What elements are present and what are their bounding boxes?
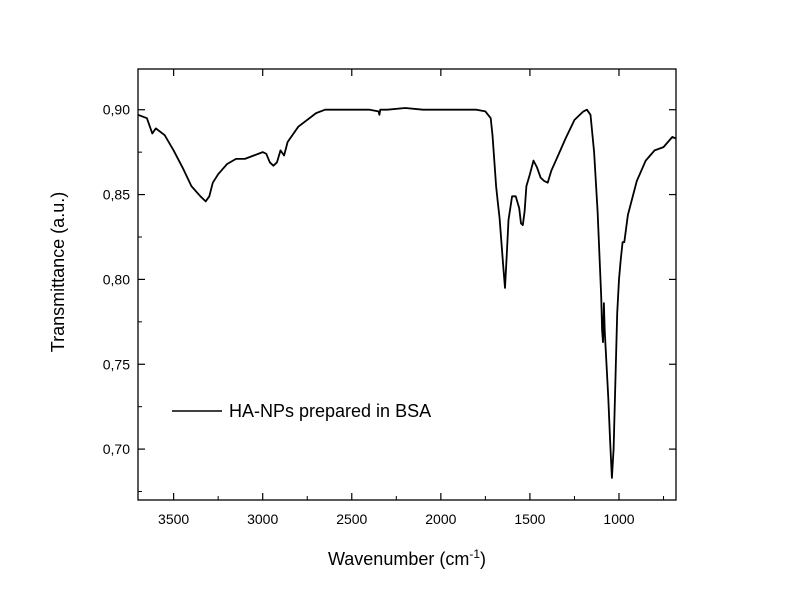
x-axis-title-main: Wavenumber (cm [328, 549, 469, 569]
legend-label: HA-NPs prepared in BSA [229, 401, 431, 421]
x-tick-label: 1500 [514, 511, 545, 527]
plot-area [137, 68, 677, 501]
x-tick-label: 2000 [425, 511, 456, 527]
series-layer [137, 107, 677, 479]
x-axis-title-sup: -1 [469, 547, 480, 561]
y-tick-label: 0,70 [103, 441, 130, 457]
y-tick-label: 0,85 [103, 187, 130, 203]
x-axis-ticks: 3500 3000 2500 2000 1500 1000 [158, 69, 665, 527]
y-tick-label: 0,75 [103, 356, 130, 372]
y-axis-ticks: 0,70 0,75 0,80 0,85 0,90 [103, 102, 676, 493]
x-tick-label: 1000 [603, 511, 634, 527]
x-axis-title-end: ) [480, 549, 486, 569]
x-tick-label: 3000 [247, 511, 278, 527]
x-axis-title: Wavenumber (cm-1) [328, 547, 486, 569]
x-tick-label: 3500 [158, 511, 189, 527]
series-line-0 [137, 107, 677, 479]
y-tick-label: 0,80 [103, 271, 130, 287]
x-tick-label: 2500 [336, 511, 367, 527]
legend: HA-NPs prepared in BSA [172, 401, 431, 421]
y-tick-label: 0,90 [103, 102, 130, 118]
y-axis-title: Transmittance (a.u.) [48, 192, 68, 352]
plot-border [137, 68, 677, 501]
